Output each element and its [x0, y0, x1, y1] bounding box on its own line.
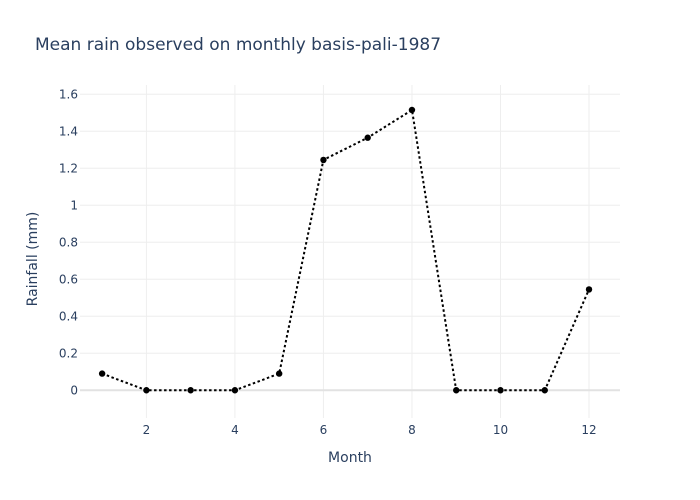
data-point[interactable] [541, 387, 548, 394]
y-tick-label: 1.6 [59, 87, 78, 101]
x-tick-label: 10 [493, 423, 508, 437]
y-axis-title: Rainfall (mm) [25, 212, 41, 307]
x-axis-title: Month [328, 450, 372, 466]
y-tick-label: 0.8 [59, 235, 78, 249]
x-tick-label: 4 [231, 423, 239, 437]
data-point[interactable] [585, 286, 593, 293]
x-tick-label: 8 [408, 423, 416, 437]
y-tick-label: 0.6 [59, 272, 78, 286]
x-tick-label: 6 [320, 423, 328, 437]
data-point[interactable] [497, 387, 504, 394]
data-point[interactable] [408, 106, 416, 114]
data-point[interactable] [453, 387, 460, 394]
y-tick-label: 0 [70, 383, 78, 397]
y-axis-ticks: 0 0.2 0.4 0.6 0.8 1 1.2 1.4 1.6 [59, 87, 78, 397]
data-point[interactable] [364, 134, 371, 141]
chart-title: Mean rain observed on monthly basis-pali… [35, 35, 441, 55]
gridlines [80, 85, 620, 418]
data-point[interactable] [320, 156, 327, 164]
y-tick-label: 1.2 [59, 161, 78, 175]
x-tick-label: 2 [143, 423, 151, 437]
y-tick-label: 1.4 [59, 124, 78, 138]
y-tick-label: 0.2 [59, 346, 78, 360]
data-point[interactable] [231, 387, 239, 394]
y-tick-label: 0.4 [59, 309, 78, 323]
series-line [101, 108, 590, 392]
y-tick-label: 1 [70, 198, 78, 212]
x-axis-ticks: 2 4 6 8 10 12 [143, 423, 597, 437]
data-point[interactable] [187, 387, 194, 394]
x-tick-label: 12 [581, 423, 596, 437]
data-point[interactable] [143, 387, 150, 394]
series-layer [98, 106, 593, 394]
data-point[interactable] [98, 370, 106, 377]
data-point[interactable] [275, 370, 283, 377]
